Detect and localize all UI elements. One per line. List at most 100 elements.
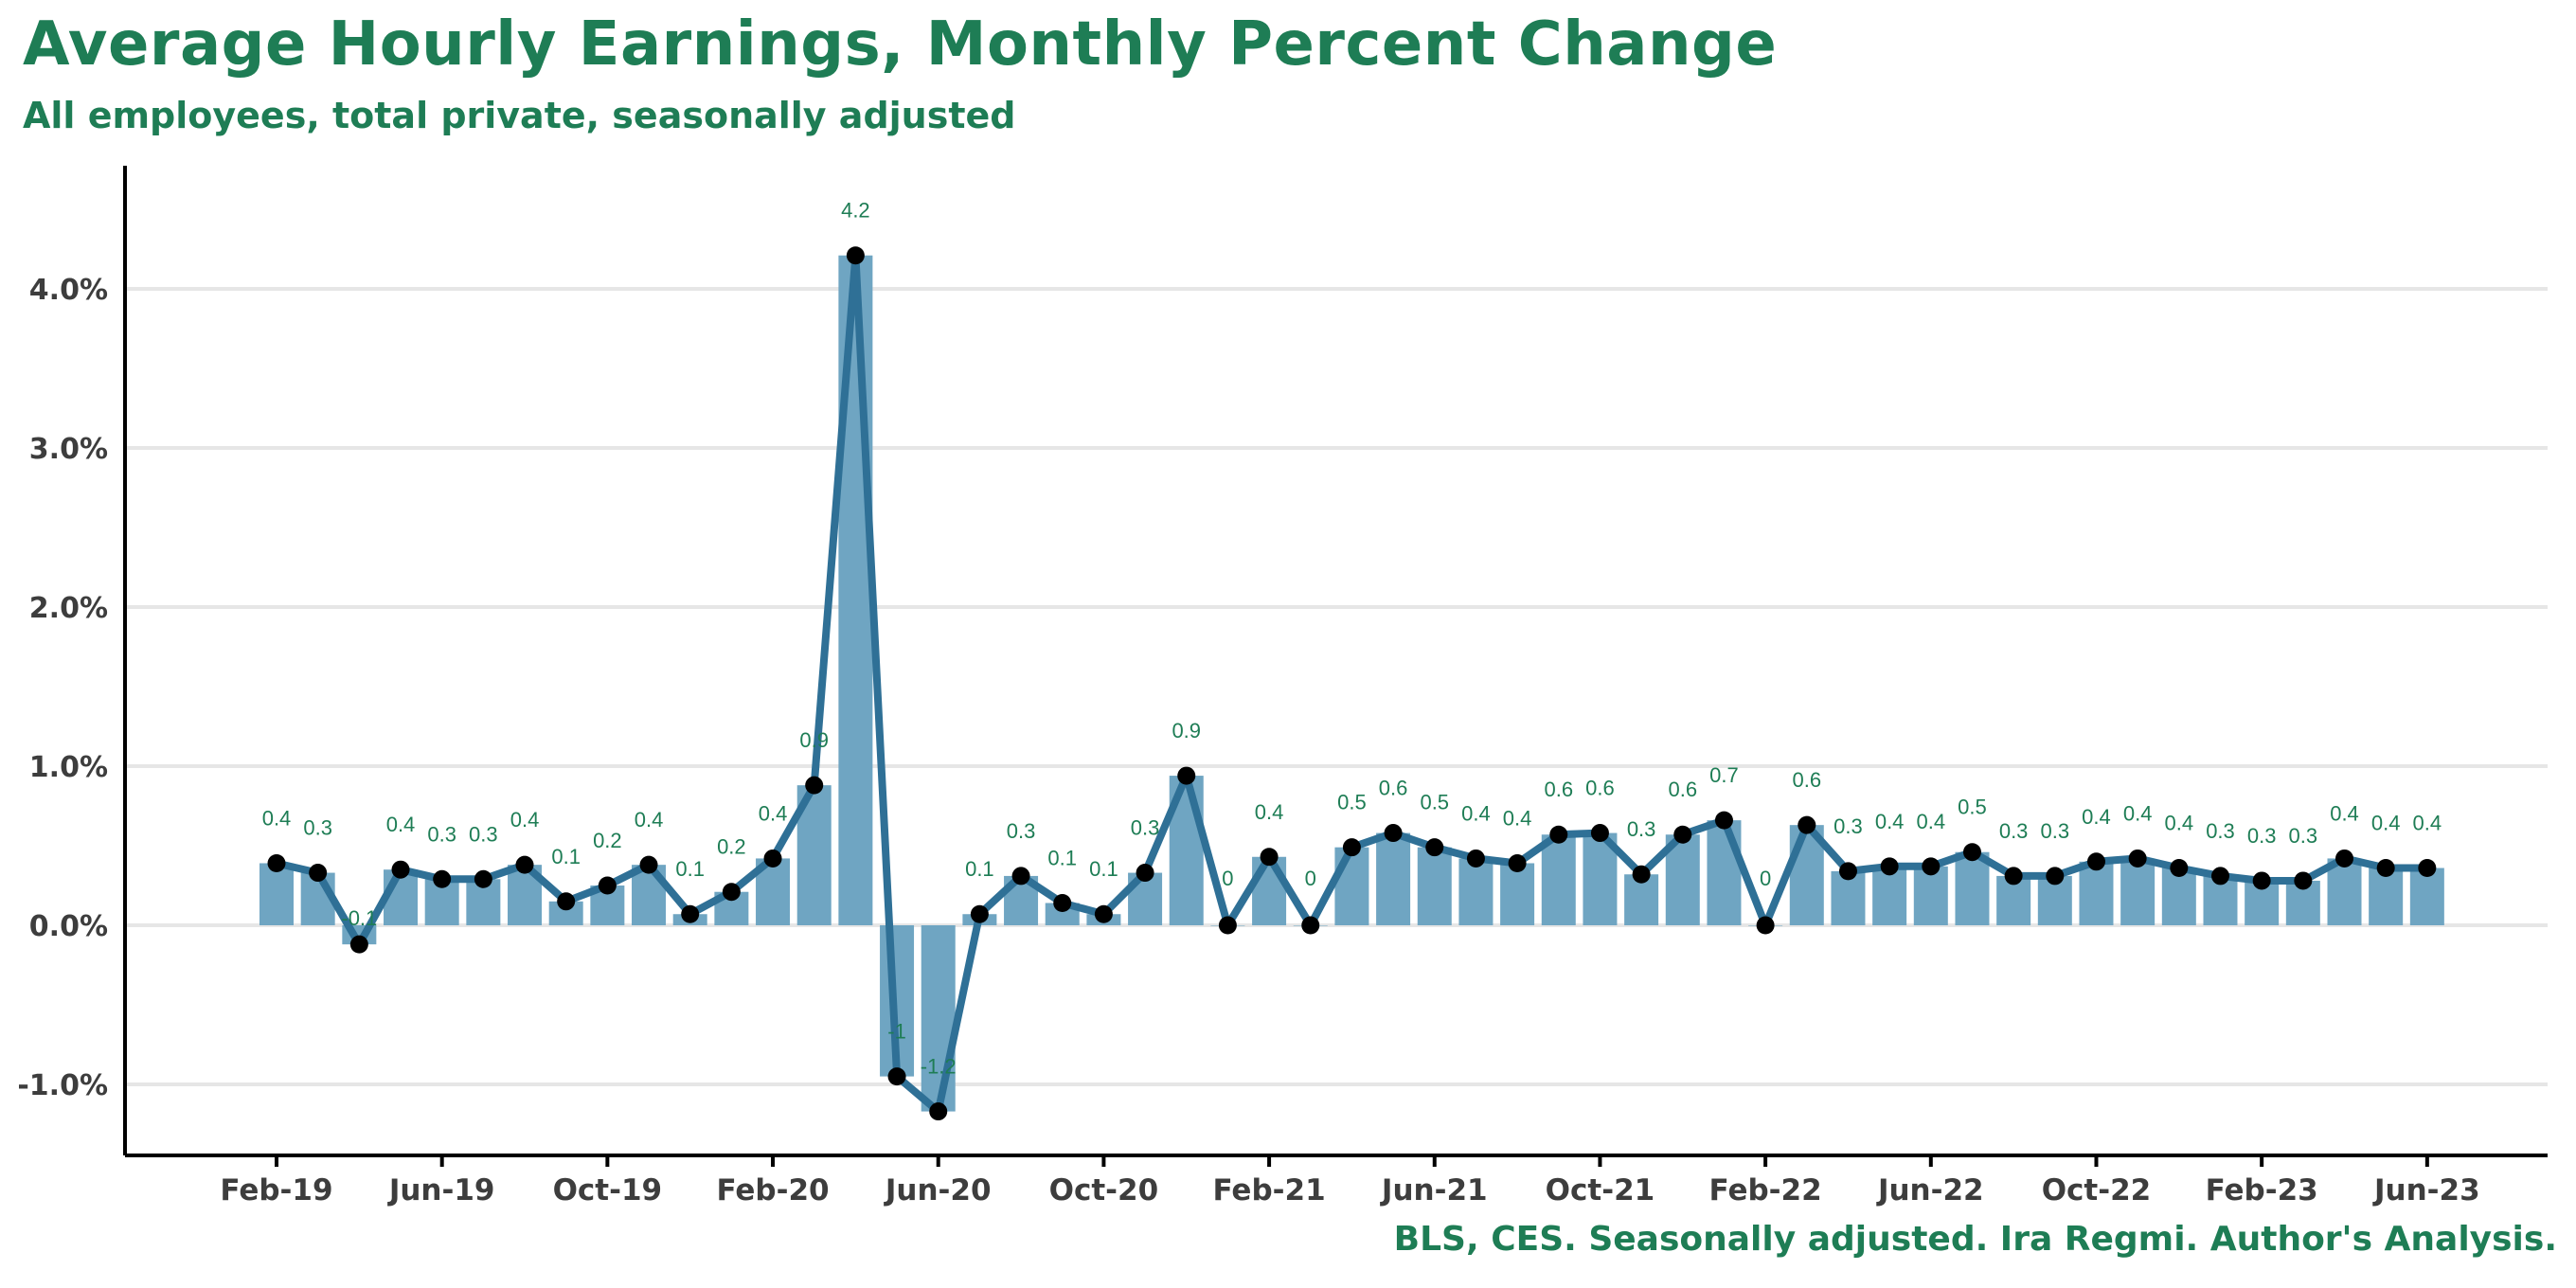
- y-tick-label: 3.0%: [29, 433, 108, 466]
- bar: [2327, 858, 2362, 925]
- bar: [1541, 834, 1576, 925]
- data-label: 0.4: [2413, 812, 2442, 835]
- data-label: 0.3: [1007, 819, 1036, 843]
- bar: [259, 863, 294, 925]
- data-label: 0.7: [1709, 763, 1739, 787]
- bar: [1831, 870, 1866, 925]
- data-label: 0.3: [303, 816, 332, 840]
- data-point: [1425, 838, 1444, 857]
- data-label: 0.3: [1834, 814, 1863, 838]
- data-label: 0.3: [469, 822, 498, 846]
- data-label: 0.6: [1792, 768, 1821, 792]
- data-label: 0.5: [1420, 791, 1449, 814]
- data-point: [1590, 824, 1609, 843]
- data-point: [2086, 852, 2105, 871]
- data-label: 0.3: [1999, 819, 2029, 843]
- bar: [1955, 851, 1990, 925]
- data-label: 0.4: [2123, 801, 2153, 825]
- data-point: [1301, 916, 1320, 935]
- data-label: 0: [1305, 867, 1316, 890]
- data-label: 0.9: [799, 728, 829, 752]
- data-label: 0.3: [1131, 816, 1160, 840]
- bar: [838, 255, 873, 926]
- bar: [1417, 847, 1452, 925]
- data-point: [1632, 865, 1651, 884]
- data-point: [970, 904, 989, 923]
- data-label: 0.3: [2206, 819, 2235, 843]
- data-label: 0.1: [965, 857, 994, 881]
- x-tick-label: Jun-20: [884, 1173, 992, 1208]
- data-point: [2418, 859, 2437, 878]
- data-point: [1053, 893, 1072, 912]
- data-point: [846, 246, 865, 265]
- bar: [1334, 847, 1369, 925]
- data-label: 0: [1222, 867, 1233, 890]
- data-point: [2004, 867, 2023, 886]
- data-label: 0.3: [2289, 824, 2318, 848]
- gridlines: [125, 287, 2548, 1086]
- x-tick-label: Feb-22: [1709, 1173, 1822, 1208]
- data-label: 0.4: [635, 808, 664, 832]
- x-tick-label: Jun-23: [2372, 1173, 2480, 1208]
- data-label: 0.4: [2165, 812, 2194, 835]
- data-label: -1: [887, 1020, 906, 1044]
- data-point: [2376, 859, 2395, 878]
- data-labels: 0.4 0.3 -0.1 0.4 0.3 0.3 0.4 0.1 0.2 0.4 0.1 0.2 0.4…: [262, 199, 2442, 1079]
- x-tick-label: Oct-20: [1049, 1173, 1159, 1208]
- data-label: 0.4: [510, 808, 540, 832]
- data-point: [557, 892, 576, 911]
- data-label: 0.4: [759, 801, 788, 825]
- data-point: [598, 876, 617, 895]
- data-point: [1136, 864, 1154, 883]
- data-label: 0.5: [1958, 796, 1987, 819]
- data-point: [1756, 916, 1775, 935]
- data-point: [1094, 904, 1113, 923]
- data-label: 0.3: [1627, 817, 1656, 841]
- data-point: [1342, 838, 1361, 857]
- bar: [921, 925, 956, 1112]
- bar: [2369, 868, 2404, 925]
- data-point: [1508, 853, 1527, 872]
- data-point: [887, 1067, 906, 1086]
- data-label: 0.4: [262, 806, 292, 830]
- y-tick-label: 0.0%: [29, 910, 108, 943]
- data-label: 0.4: [1461, 801, 1491, 825]
- data-point: [1798, 815, 1816, 834]
- x-tick-label: Feb-19: [220, 1173, 332, 1208]
- bar: [1458, 858, 1494, 925]
- data-label: 0.9: [1172, 719, 1201, 742]
- data-label: 0.6: [1379, 777, 1408, 800]
- data-point: [2210, 867, 2229, 886]
- data-point: [763, 849, 782, 868]
- data-point: [681, 904, 700, 923]
- data-point: [1880, 857, 1899, 876]
- chart-caption: BLS, CES. Seasonally adjusted. Ira Regmi…: [1393, 1220, 2557, 1259]
- x-tick-label: Feb-23: [2206, 1173, 2318, 1208]
- x-tick-label: Feb-20: [716, 1173, 829, 1208]
- data-point: [391, 860, 410, 879]
- data-label: 0.3: [2041, 819, 2070, 843]
- data-point: [1384, 824, 1403, 843]
- data-point: [2252, 871, 2271, 890]
- data-point: [1962, 843, 1981, 862]
- data-label: 0.4: [2371, 812, 2401, 835]
- bar: [1252, 856, 1287, 925]
- data-label: 0.2: [593, 829, 622, 852]
- y-tick-label: 1.0%: [29, 751, 108, 784]
- data-point: [2335, 849, 2353, 868]
- data-point: [722, 883, 741, 902]
- y-tick-label: -1.0%: [17, 1069, 108, 1102]
- x-tick-label: Oct-21: [1546, 1173, 1655, 1208]
- bar: [2079, 861, 2114, 925]
- data-point: [1177, 766, 1196, 785]
- data-point: [1260, 848, 1279, 867]
- bar: [1872, 866, 1907, 925]
- data-label: 0.1: [1047, 846, 1077, 869]
- x-tick-label: Oct-22: [2042, 1173, 2152, 1208]
- axes: -1.0% 0.0% 1.0% 2.0% 3.0% 4.0% Feb-19 Jun-19 Oct…: [17, 166, 2548, 1208]
- data-label: 0.1: [1089, 857, 1118, 881]
- data-point: [639, 855, 658, 874]
- data-label: -1.2: [921, 1055, 957, 1079]
- x-tick-label: Feb-21: [1213, 1173, 1326, 1208]
- y-tick-label: 2.0%: [29, 592, 108, 625]
